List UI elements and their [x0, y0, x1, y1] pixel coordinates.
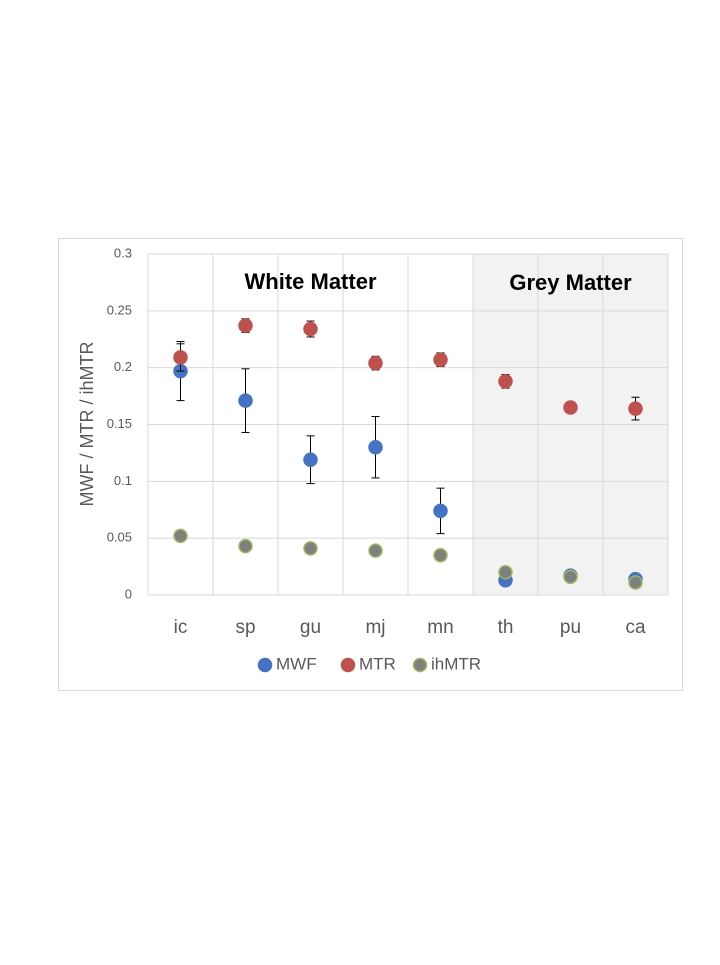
legend-label: ihMTR — [431, 654, 481, 673]
point — [563, 400, 578, 415]
point — [433, 352, 448, 367]
point — [303, 321, 318, 337]
point — [173, 350, 188, 365]
y-axis-label: MWF / MTR / ihMTR — [77, 342, 97, 507]
point — [368, 543, 383, 558]
point — [238, 538, 253, 554]
legend-marker — [257, 657, 273, 673]
legend-marker — [412, 657, 428, 673]
x-tick-label: ca — [625, 617, 646, 638]
x-tick-label: th — [498, 617, 514, 638]
point — [433, 503, 448, 519]
point — [433, 547, 448, 563]
point — [368, 439, 383, 455]
point — [173, 528, 188, 544]
point — [498, 565, 513, 580]
point — [303, 452, 318, 467]
point — [563, 569, 578, 585]
x-tick-label: ic — [174, 617, 188, 638]
x-tick-label: pu — [560, 617, 581, 638]
annotation: White Matter — [245, 269, 377, 294]
point — [628, 401, 643, 416]
point — [238, 393, 253, 408]
y-tick-label: 0.2 — [114, 359, 132, 374]
point — [498, 374, 513, 389]
annotation: Grey Matter — [509, 270, 632, 295]
y-tick-label: 0.1 — [114, 473, 132, 488]
y-tick-label: 0.05 — [107, 530, 132, 545]
point — [628, 575, 643, 590]
x-tick-label: mj — [365, 617, 385, 638]
x-tick-label: gu — [300, 617, 321, 638]
x-tick-label: mn — [427, 617, 453, 638]
point — [303, 541, 318, 556]
legend-label: MTR — [359, 654, 396, 673]
y-tick-label: 0.15 — [107, 416, 132, 431]
point — [238, 318, 253, 333]
y-tick-label: 0.3 — [114, 245, 132, 260]
x-tick-label: sp — [235, 617, 255, 638]
legend-label: MWF — [276, 654, 317, 673]
point — [368, 355, 383, 371]
y-tick-label: 0 — [125, 586, 132, 601]
y-tick-label: 0.25 — [107, 302, 132, 317]
legend-marker — [340, 657, 356, 673]
